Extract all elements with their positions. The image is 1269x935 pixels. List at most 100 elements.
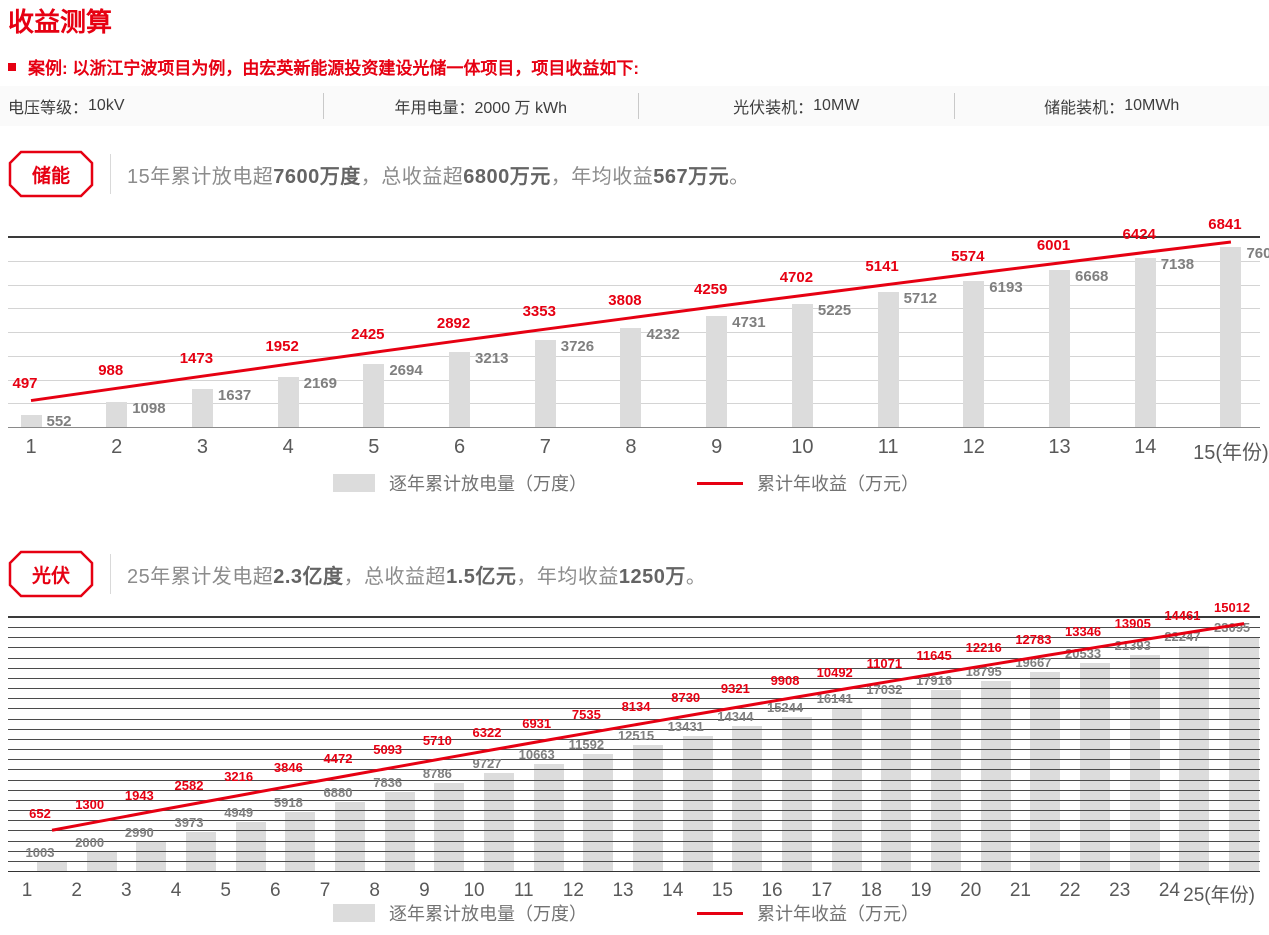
- legend-bar-label: 逐年累计放电量（万度）: [389, 904, 587, 924]
- bar: [285, 811, 316, 872]
- gridline: [8, 236, 1260, 238]
- x-tick-label: 21: [1009, 880, 1031, 901]
- line-value-label: 6424: [1122, 226, 1156, 244]
- legend-line-label: 累计年收益（万元）: [757, 904, 919, 924]
- x-tick-label: 12: [562, 880, 584, 901]
- line-value-label: 9908: [770, 673, 800, 689]
- gridline: [8, 759, 1260, 761]
- bar-value-label: 2694: [389, 362, 423, 380]
- bullet-square-icon: [8, 62, 16, 71]
- x-tick-label: 22: [1059, 880, 1081, 901]
- gridline: [8, 799, 1260, 801]
- headline-part: 15年累计放电超: [127, 165, 274, 188]
- bar: [1220, 247, 1242, 428]
- line-value-label: 5574: [951, 247, 985, 265]
- x-tick-label: 17: [811, 880, 833, 901]
- headline-part: 2.3亿度: [273, 565, 344, 588]
- bar-value-label: 11592: [568, 737, 605, 753]
- legend-bar-label: 逐年累计放电量（万度）: [389, 474, 587, 494]
- line-value-label: 6931: [522, 715, 552, 731]
- line-value-label: 2582: [174, 778, 204, 794]
- line-value-label: 9321: [720, 681, 750, 697]
- line-swatch-icon: [697, 481, 743, 485]
- line-value-label: 2425: [351, 326, 385, 344]
- divider: [110, 554, 111, 594]
- line-value-label: 988: [98, 362, 124, 380]
- bar: [484, 773, 515, 872]
- gridline: [8, 718, 1260, 720]
- info-annual-usage: 年用电量： 2000 万 kWh: [324, 94, 639, 118]
- x-tick-label: 6: [453, 436, 466, 458]
- line-value-label: 11071: [866, 656, 903, 672]
- bar: [782, 717, 813, 872]
- info-voltage-label: 电压等级：: [8, 100, 89, 117]
- bar: [682, 735, 713, 872]
- gridline: [8, 820, 1260, 822]
- x-tick-label: 13: [612, 880, 634, 901]
- line-value-label: 4472: [323, 751, 353, 767]
- line-value-label: 15012: [1214, 599, 1251, 615]
- gridline: [8, 677, 1260, 679]
- x-tick-label: 7: [539, 436, 551, 458]
- x-tick-label: 4: [282, 436, 294, 458]
- x-tick-label: 14: [1134, 436, 1157, 458]
- bar: [931, 689, 962, 872]
- page-title: 收益测算: [8, 7, 113, 37]
- gridline: [8, 260, 1260, 262]
- gridline: [8, 749, 1260, 751]
- headline-part: ，总收益超: [360, 165, 464, 188]
- x-tick-label: 18: [860, 880, 882, 901]
- line-value-label: 652: [29, 806, 51, 822]
- bar-value-label: 1637: [217, 387, 252, 405]
- pv-legend: 逐年累计放电量（万度） 累计年收益（万元）: [0, 900, 1252, 926]
- x-tick-label: 25(年份): [1183, 885, 1255, 906]
- legend-line-item: 累计年收益（万元）: [697, 470, 919, 496]
- bar: [434, 782, 465, 872]
- bar-value-label: 7836: [373, 775, 403, 791]
- x-tick-label: 11: [513, 880, 534, 901]
- line-value-label: 2892: [436, 314, 471, 332]
- x-tick-label: 9: [711, 436, 723, 458]
- bar: [533, 763, 564, 872]
- bar: [791, 303, 813, 428]
- bar: [980, 681, 1011, 872]
- legend-line-label: 累计年收益（万元）: [757, 474, 919, 494]
- bar-value-label: 6668: [1075, 267, 1109, 285]
- pv-badge-label: 光伏: [31, 565, 70, 587]
- storage-chart: 552 1098 1637 2169 2694 3213 3726 4232 4731 5225 5…: [8, 216, 1269, 464]
- headline-part: 7600万度: [273, 165, 361, 188]
- divider: [322, 93, 324, 119]
- x-tick-label: 8: [625, 436, 637, 458]
- line-value-label: 5710: [422, 733, 452, 749]
- revenue-line: [51, 622, 1245, 832]
- gridline: [8, 850, 1260, 852]
- line-layer: [30, 240, 1232, 403]
- bar-value-label: 2169: [303, 374, 337, 392]
- bar: [706, 315, 728, 428]
- line-value-label: 3216: [224, 769, 254, 785]
- headline-part: ，总收益超: [343, 565, 447, 588]
- bar-value-label: 5712: [903, 290, 937, 308]
- gridline: [8, 688, 1260, 690]
- bar-value-label: 5918: [273, 794, 303, 810]
- bar: [86, 851, 117, 872]
- line-value-label: 12783: [1015, 631, 1052, 647]
- bar: [186, 831, 216, 872]
- line-value-label: 11645: [916, 648, 952, 664]
- gridline: [8, 284, 1260, 286]
- bar-value-label: 5225: [817, 301, 852, 319]
- x-tick-label: 3: [196, 436, 208, 458]
- bar-value-label: 12515: [617, 727, 655, 743]
- bar-value-label: 17032: [866, 681, 903, 697]
- bar: [1030, 672, 1061, 872]
- bar-value-label: 8786: [422, 765, 452, 781]
- x-tick-label: 16: [761, 880, 783, 901]
- bar: [106, 401, 128, 428]
- line-value-label: 14461: [1164, 607, 1201, 623]
- bar: [620, 327, 642, 428]
- bar-value-label: 7138: [1160, 256, 1195, 274]
- bar-value-label: 2990: [124, 824, 154, 840]
- x-tick-label: 10: [463, 880, 485, 901]
- bar: [235, 821, 266, 872]
